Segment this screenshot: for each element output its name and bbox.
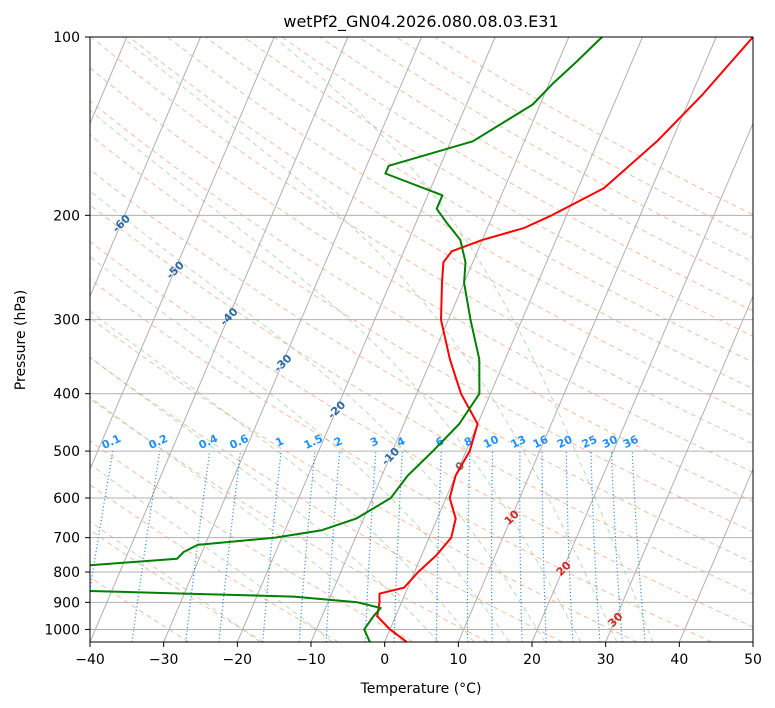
dewpoint-profile-line bbox=[90, 37, 603, 642]
x-tick-label: −40 bbox=[75, 652, 105, 668]
y-tick-label: 900 bbox=[53, 595, 80, 611]
x-tick-label: 0 bbox=[380, 652, 389, 668]
mixing-ratio-label: 20 bbox=[555, 433, 575, 451]
y-tick-label: 200 bbox=[53, 208, 80, 224]
isotherm-line bbox=[531, 122, 753, 642]
chart-title: wetPf2_GN04.2026.080.08.03.E31 bbox=[283, 12, 558, 32]
dry-adiabat-line bbox=[90, 204, 753, 595]
mixing-ratio-line bbox=[466, 451, 471, 642]
x-axis-ticks: −40 −30 −20 −10 0 10 20 30 40 50 bbox=[75, 642, 762, 668]
dry-adiabat-line bbox=[129, 37, 753, 417]
x-tick-label: −20 bbox=[223, 652, 253, 668]
moist-adiabat-line bbox=[90, 190, 546, 642]
y-tick-label: 1000 bbox=[44, 622, 80, 638]
y-tick-label: 400 bbox=[53, 387, 80, 403]
dry-adiabat-line bbox=[90, 67, 753, 473]
mixing-ratio-line bbox=[565, 451, 574, 642]
y-tick-label: 300 bbox=[53, 313, 80, 329]
mixing-ratio-line bbox=[490, 451, 494, 642]
plot-frame bbox=[89, 36, 754, 643]
y-axis-label: Pressure (hPa) bbox=[13, 290, 29, 390]
mixing-ratio-line bbox=[393, 451, 404, 642]
y-tick-label: 500 bbox=[53, 444, 80, 460]
x-axis-label: Temperature (°C) bbox=[360, 681, 482, 697]
dry-adiabat-line bbox=[90, 397, 488, 642]
y-tick-label: 600 bbox=[53, 491, 80, 507]
mixing-ratio-label: 36 bbox=[621, 433, 641, 451]
moist-adiabat-line bbox=[90, 520, 261, 642]
dry-adiabat-line bbox=[205, 37, 753, 363]
isotherm-line bbox=[384, 37, 643, 642]
x-tick-label: 20 bbox=[523, 652, 541, 668]
y-tick-label: 800 bbox=[53, 565, 80, 581]
isotherm-line bbox=[90, 37, 275, 471]
dry-adiabat-line bbox=[90, 168, 753, 564]
profile-series bbox=[90, 37, 753, 642]
background-lines bbox=[90, 37, 753, 642]
isotherm-line bbox=[457, 37, 717, 642]
mixing-ratio-label: 13 bbox=[509, 433, 528, 451]
mixing-ratio-label: 10 bbox=[481, 433, 501, 451]
mixing-ratio-line bbox=[610, 451, 623, 642]
moist-adiabat-line bbox=[90, 255, 510, 642]
mixing-ratio-line bbox=[519, 451, 523, 642]
mixing-ratio-line bbox=[435, 451, 442, 642]
isotherm-line bbox=[90, 37, 201, 298]
x-tick-label: −30 bbox=[149, 652, 179, 668]
moist-adiabat-line bbox=[90, 463, 333, 642]
y-tick-label: 100 bbox=[53, 30, 80, 46]
dry-adiabat-line bbox=[281, 37, 753, 312]
x-tick-label: −10 bbox=[296, 652, 326, 668]
mixing-ratio-label: 30 bbox=[600, 433, 620, 451]
x-tick-label: 30 bbox=[597, 652, 615, 668]
moist-adiabat-line bbox=[90, 356, 439, 642]
mixing-ratio-label: 25 bbox=[580, 433, 599, 451]
isotherm-line bbox=[163, 37, 422, 642]
x-tick-label: 50 bbox=[744, 652, 762, 668]
mixing-ratio-line bbox=[590, 451, 601, 642]
mixing-ratio-line bbox=[541, 451, 547, 642]
dry-adiabat-line bbox=[90, 440, 414, 642]
dry-adiabat-line bbox=[90, 356, 563, 642]
mixing-ratio-label: 16 bbox=[531, 433, 551, 451]
isotherm-line bbox=[90, 37, 349, 642]
x-tick-label: 40 bbox=[670, 652, 688, 668]
moist-adiabat-line bbox=[273, 37, 654, 642]
y-tick-label: 700 bbox=[53, 531, 80, 547]
y-axis-ticks: 100 200 300 400 500 600 700 800 900 1000 bbox=[44, 30, 90, 638]
moist-adiabat-line bbox=[90, 109, 582, 642]
dry-adiabat-line bbox=[90, 241, 753, 628]
moist-adiabat-line bbox=[90, 396, 404, 642]
dry-adiabat-line bbox=[90, 134, 753, 533]
moist-adiabat-line bbox=[90, 310, 475, 642]
isotherm-line bbox=[236, 37, 496, 642]
mixing-ratio-line bbox=[364, 451, 377, 642]
x-tick-label: 10 bbox=[449, 652, 467, 668]
mixing-ratio-line bbox=[325, 451, 341, 642]
isotherm-line bbox=[605, 295, 753, 642]
isotherm-line bbox=[678, 467, 753, 642]
